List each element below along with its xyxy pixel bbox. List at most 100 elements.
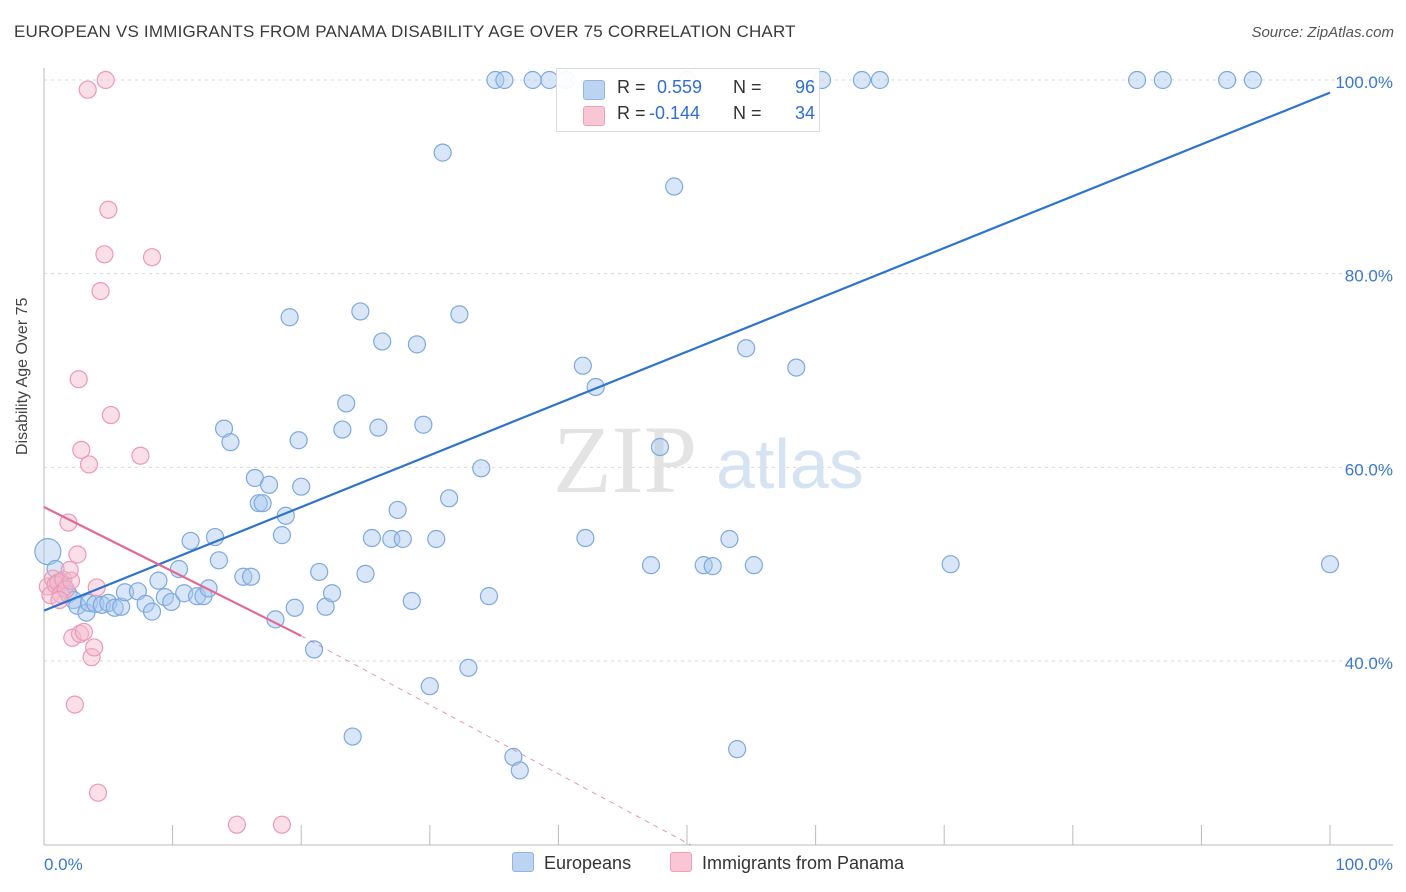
europeans-point: [427, 529, 446, 549]
europeans-point: [221, 433, 240, 452]
europeans-point: [414, 415, 433, 434]
europeans-point: [149, 571, 168, 590]
legend-swatch-panama: [583, 106, 605, 126]
panama-point: [95, 245, 114, 264]
europeans-point: [787, 358, 806, 377]
panama-point: [131, 446, 150, 465]
legend-n-label: N =: [733, 103, 762, 123]
panama-point: [56, 580, 75, 599]
panama-point: [142, 248, 162, 267]
europeans-point: [510, 761, 529, 780]
panama-point: [88, 783, 108, 802]
europeans-point: [181, 531, 200, 551]
europeans-point: [304, 640, 324, 659]
panama-point: [99, 200, 118, 219]
legend-r-label: R =: [617, 103, 646, 123]
europeans-point: [1153, 70, 1172, 90]
panama-point: [72, 440, 91, 460]
y-tick-label: 40.0%: [1345, 654, 1393, 673]
europeans-point: [373, 332, 392, 351]
panama-trend-line: [43, 506, 302, 637]
panama-point: [74, 622, 93, 642]
europeans-point: [728, 740, 747, 759]
europeans-point: [1243, 70, 1262, 90]
bottom-legend-label-europeans: Europeans: [544, 853, 632, 873]
trend-lines: [43, 91, 1331, 846]
europeans-point: [407, 335, 427, 354]
legend-n-value: 96: [795, 77, 816, 97]
europeans-point: [495, 70, 514, 90]
europeans-point: [852, 70, 871, 90]
europeans-point: [737, 339, 756, 358]
panama-point: [272, 815, 292, 834]
bottom-legend-europeans[interactable]: Europeans: [512, 852, 631, 874]
chart-title: EUROPEAN VS IMMIGRANTS FROM PANAMA DISAB…: [14, 22, 796, 41]
panama-point: [85, 638, 104, 657]
europeans-point: [433, 143, 452, 162]
europeans-point: [205, 527, 225, 547]
europeans-point: [322, 584, 342, 603]
europeans-point: [272, 526, 292, 545]
europeans-trend-line: [43, 91, 1331, 612]
europeans-point: [105, 598, 124, 617]
europeans-point: [523, 70, 542, 90]
europeans-point: [280, 308, 299, 327]
europeans-point: [665, 177, 684, 196]
europeans-point: [249, 494, 268, 513]
panama-point: [101, 405, 120, 425]
europeans-point: [333, 420, 352, 439]
europeans-point: [870, 70, 890, 90]
europeans-point: [241, 567, 261, 586]
europeans-point: [388, 500, 407, 520]
panama-point: [79, 455, 99, 474]
panama-point: [91, 282, 110, 301]
europeans-point: [459, 658, 478, 677]
europeans-point: [720, 529, 739, 549]
europeans-point: [253, 494, 272, 513]
source-label: Source: ZipAtlas.com: [1251, 24, 1394, 41]
bottom-legend-swatch-europeans: [512, 852, 534, 872]
y-tick-label: 60.0%: [1345, 460, 1393, 479]
panama-point: [51, 585, 70, 604]
bottom-legend-label-panama: Immigrants from Panama: [702, 853, 905, 873]
europeans-point: [439, 489, 459, 508]
y-tick-label: 80.0%: [1345, 267, 1393, 286]
tick-labels: 40.0% 60.0% 80.0% 100.0% 0.0% 100.0%: [44, 73, 1393, 874]
x-tick-label-max: 100.0%: [1335, 855, 1393, 874]
europeans-point: [142, 602, 162, 621]
europeans-point: [1218, 70, 1237, 90]
europeans-point: [369, 418, 388, 437]
europeans-point: [362, 528, 382, 548]
panama-point: [69, 370, 88, 389]
panama-point: [65, 695, 84, 714]
europeans-point: [420, 677, 439, 696]
europeans-point: [573, 356, 592, 375]
legend-r-label: R =: [617, 77, 646, 97]
legend-n-value: 34: [795, 103, 816, 123]
watermark-atlas: atlas: [716, 425, 864, 503]
europeans-point: [744, 556, 763, 575]
europeans-point: [343, 727, 362, 746]
europeans-point: [289, 431, 308, 450]
panama-trend-extension: [300, 635, 692, 846]
europeans-point: [479, 587, 499, 606]
europeans-point: [356, 564, 375, 583]
panama-point: [227, 815, 246, 834]
europeans-point: [351, 302, 370, 321]
europeans-point: [1127, 70, 1147, 90]
bottom-legend-swatch-panama: [670, 852, 692, 872]
correlation-legend: R = 0.559 N = 96 R = -0.144 N = 34: [556, 68, 820, 132]
legend-n-label: N =: [733, 77, 762, 97]
bottom-legend-panama[interactable]: Immigrants from Panama: [670, 852, 904, 874]
panama-point: [68, 545, 87, 564]
legend-swatch-europeans: [583, 80, 605, 100]
europeans-point: [650, 437, 670, 457]
watermark-zip: ZIP: [553, 406, 697, 513]
europeans-point: [259, 475, 279, 494]
europeans-point: [112, 597, 131, 616]
europeans-point: [285, 598, 304, 617]
panama-point: [60, 560, 79, 580]
panama-point: [78, 80, 97, 99]
europeans-point: [703, 557, 722, 576]
